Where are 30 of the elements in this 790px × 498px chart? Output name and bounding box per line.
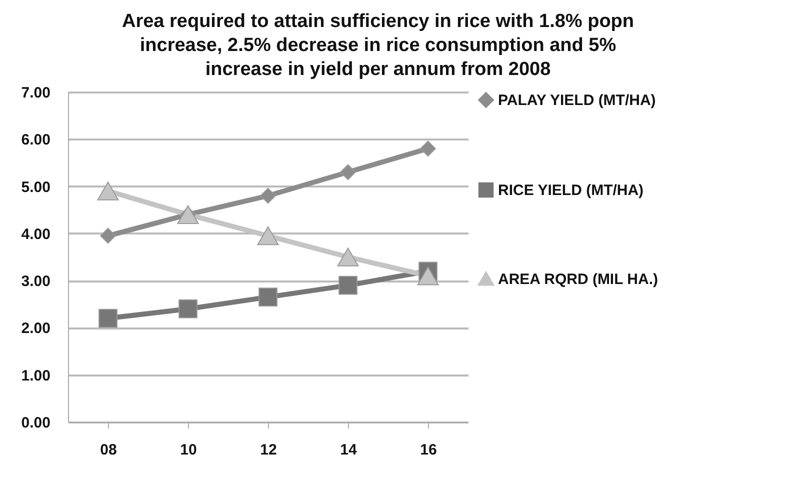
point — [97, 182, 119, 200]
y-tick-label: 5.00 — [21, 178, 50, 196]
point — [98, 308, 118, 328]
y-tick-label: 6.00 — [21, 132, 50, 149]
point — [417, 266, 439, 286]
chart-title: Area required to attain sufficiency in rice with 1.8% popn increase, 2.5% decrease in rice consumption and 5% increase in yield per annum from 2008 — [122, 11, 634, 80]
y-tick-label: 1.00 — [21, 367, 50, 384]
y-tick-label: 7.00 — [21, 84, 50, 102]
point — [178, 299, 198, 318]
x-tick-label: 08 — [100, 442, 117, 458]
point — [420, 140, 436, 156]
y-tick-label: 4.00 — [21, 226, 50, 243]
x-tick-label: 12 — [260, 442, 277, 458]
point — [338, 276, 358, 295]
x-tick-label: 14 — [340, 442, 358, 458]
x-tick-label: 10 — [180, 442, 197, 458]
point — [177, 205, 199, 224]
point — [337, 248, 359, 266]
legend-label: AREA RQRD (MIL HA.) — [498, 271, 658, 288]
point — [257, 226, 279, 246]
y-tick-label: 3.00 — [21, 273, 50, 290]
legend-label: RICE YIELD (MT/HA) — [498, 182, 644, 199]
y-tick-label: 2.00 — [21, 320, 50, 338]
point — [100, 228, 116, 244]
point — [340, 164, 356, 180]
legend-label: PALAY YIELD (MT/HA) — [498, 92, 656, 109]
y-tick-label: 0.00 — [21, 414, 50, 432]
point — [260, 188, 276, 204]
x-tick-label: 16 — [420, 442, 437, 458]
point — [258, 288, 278, 307]
